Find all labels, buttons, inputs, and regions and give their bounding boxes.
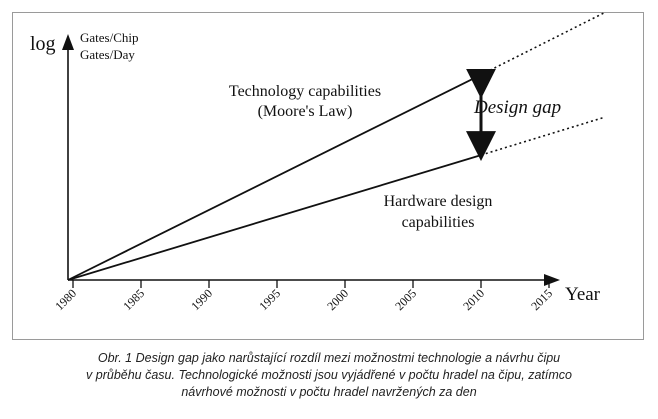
design-gap-label: Design gap bbox=[473, 97, 561, 118]
series-lines bbox=[67, 12, 604, 281]
series-projection-technology bbox=[480, 12, 604, 76]
caption-line-2: v průběhu času. Technologické možnosti j… bbox=[86, 368, 572, 382]
caption-line-3: návrhové možnosti v počtu hradel navržen… bbox=[181, 385, 477, 399]
figure-caption: Obr. 1 Design gap jako narůstající rozdí… bbox=[14, 350, 644, 401]
y-axis-label-line-2: Gates/Day bbox=[80, 47, 135, 62]
y-axis-log-label: log bbox=[30, 33, 56, 55]
series-line-technology bbox=[67, 73, 482, 281]
y-axis-label-line-1: Gates/Chip bbox=[80, 30, 139, 45]
x-tick-label-1980: 1980 bbox=[52, 286, 79, 313]
series-projection-hardware bbox=[480, 116, 604, 156]
x-tick-label-2015: 2015 bbox=[528, 286, 555, 313]
y-axis-arrow-icon bbox=[62, 34, 74, 50]
x-tick-label-2000: 2000 bbox=[324, 286, 351, 313]
x-tick-label-1990: 1990 bbox=[188, 286, 215, 313]
x-tick-label-1985: 1985 bbox=[120, 286, 147, 313]
x-axis-ticks: 1980 1985 1990 1995 2000 2005 2010 2015 bbox=[52, 280, 555, 313]
figure-frame bbox=[12, 12, 644, 340]
series-label-hardware-line-1: Hardware design bbox=[384, 193, 493, 210]
design-gap-chart: log Gates/Chip Gates/Day Year 1980 1985 19… bbox=[30, 12, 604, 313]
x-tick-label-2010: 2010 bbox=[460, 286, 487, 313]
series-label-hardware-line-2: capabilities bbox=[402, 214, 475, 231]
series-label-technology-line-2: (Moore's Law) bbox=[258, 103, 353, 120]
series-label-technology-line-1: Technology capabilities bbox=[229, 83, 381, 100]
x-axis-arrow-icon bbox=[544, 274, 560, 286]
x-tick-label-1995: 1995 bbox=[256, 286, 283, 313]
series-line-hardware bbox=[67, 154, 482, 281]
caption-line-1: Obr. 1 Design gap jako narůstající rozdí… bbox=[97, 351, 561, 365]
x-axis-label: Year bbox=[565, 284, 601, 305]
x-tick-label-2005: 2005 bbox=[392, 286, 419, 313]
